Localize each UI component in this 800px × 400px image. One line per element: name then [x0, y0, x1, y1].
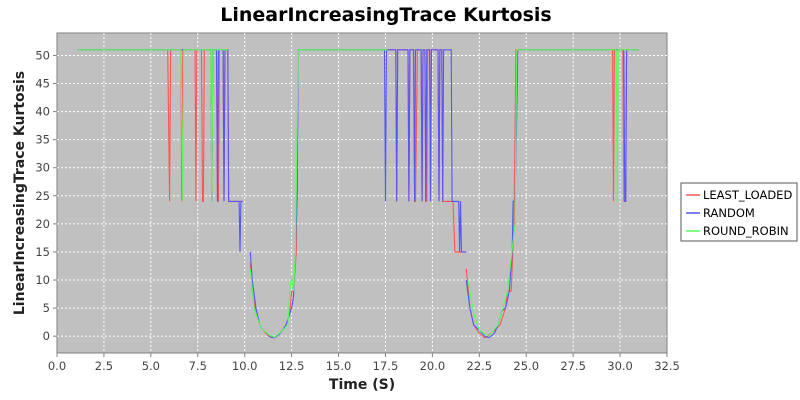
x-tick-label: 25.0: [513, 359, 539, 373]
chart-title: LinearIncreasingTrace Kurtosis: [220, 4, 552, 26]
x-tick-label: 17.5: [373, 359, 399, 373]
y-tick-label: 20: [35, 217, 50, 231]
grid-lines: [57, 33, 667, 353]
x-tick-label: 12.5: [279, 359, 305, 373]
legend-label-random: RANDOM: [703, 206, 755, 220]
x-tick-label: 2.5: [95, 359, 113, 373]
x-tick-label: 7.5: [189, 359, 207, 373]
x-tick-label: 10.0: [232, 359, 258, 373]
x-axis-label: Time (S): [329, 377, 395, 393]
y-tick-label: 40: [35, 105, 50, 119]
y-tick-label: 50: [35, 48, 50, 62]
x-tick-label: 22.5: [467, 359, 493, 373]
tick-labels: 0.0 2.5 5.0 7.5 10.0 12.5 15.0 17.5 20.0 22.5 25.0…: [35, 48, 679, 373]
x-tick-label: 0.0: [48, 359, 66, 373]
y-tick-label: 0: [43, 329, 50, 343]
x-tick-label: 15.0: [326, 359, 352, 373]
y-tick-label: 15: [35, 245, 50, 259]
y-axis-label: LinearIncreasingTrace Kurtosis: [12, 71, 28, 315]
series-line-round-robin: [77, 49, 639, 338]
y-tick-label: 5: [43, 301, 50, 315]
plot-area: [56, 32, 668, 354]
y-tick-label: 30: [35, 161, 50, 175]
x-tick-label: 30.0: [607, 359, 633, 373]
axes: [53, 54, 668, 357]
x-tick-label: 32.5: [654, 359, 680, 373]
x-tick-label: 20.0: [420, 359, 446, 373]
y-tick-label: 45: [35, 77, 50, 91]
y-tick-label: 35: [35, 133, 50, 147]
x-tick-label: 27.5: [560, 359, 586, 373]
legend: LEAST_LOADED RANDOM ROUND_ROBIN: [680, 182, 798, 242]
series-layer: [77, 49, 639, 339]
y-tick-label: 10: [35, 273, 50, 287]
legend-label-round-robin: ROUND_ROBIN: [703, 224, 789, 238]
legend-box: [680, 182, 798, 242]
legend-label-least-loaded: LEAST_LOADED: [703, 188, 792, 202]
y-tick-label: 25: [35, 189, 50, 203]
x-tick-label: 5.0: [142, 359, 160, 373]
